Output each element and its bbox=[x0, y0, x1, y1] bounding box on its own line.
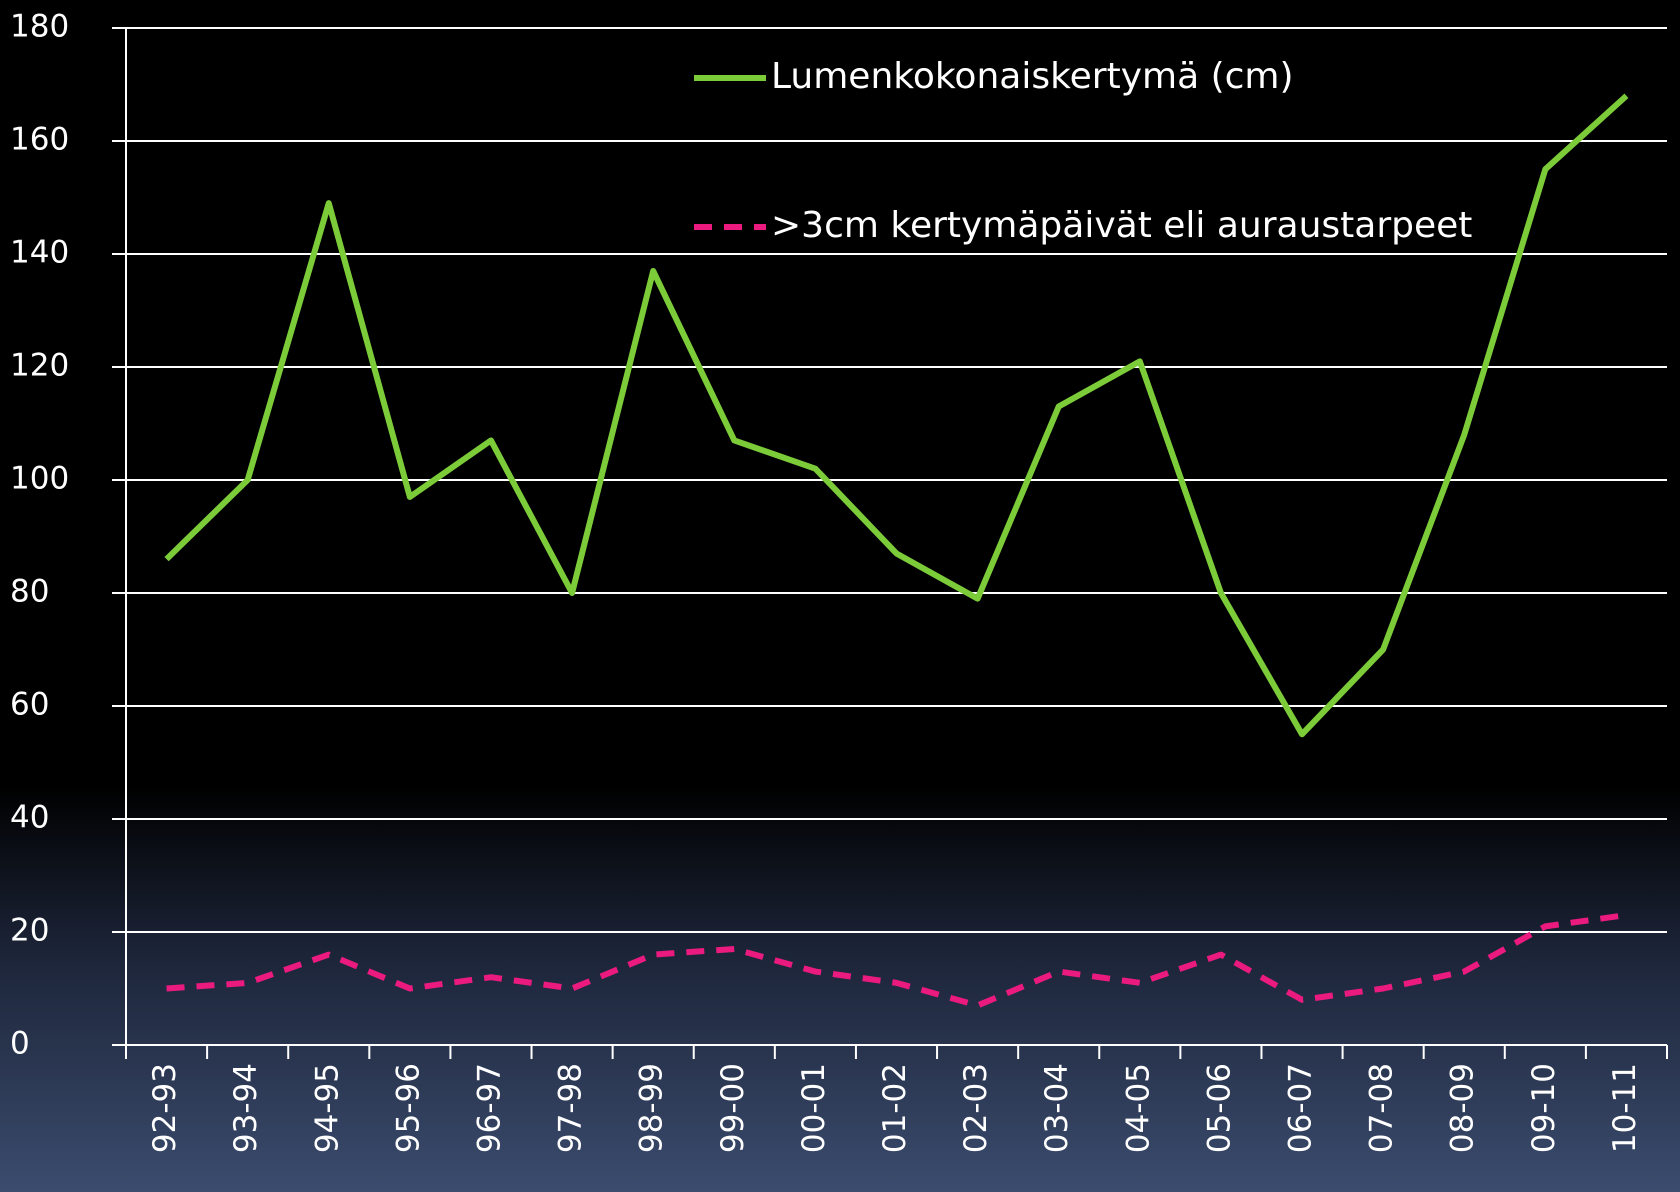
x-tick-label: 00-01 bbox=[796, 1063, 832, 1153]
x-tick-label: 93-94 bbox=[228, 1063, 264, 1153]
series-line bbox=[164, 93, 1629, 738]
x-tick-label: 04-05 bbox=[1120, 1063, 1156, 1153]
x-tick-label: 01-02 bbox=[877, 1063, 913, 1153]
x-tick-label: 08-09 bbox=[1445, 1063, 1481, 1153]
y-tick-label: 0 bbox=[10, 1026, 30, 1062]
x-tick-label: 06-07 bbox=[1283, 1063, 1319, 1153]
x-tick-label: 95-96 bbox=[390, 1063, 426, 1153]
legend-label: Lumenkokonaiskertymä (cm) bbox=[771, 56, 1294, 97]
x-tick-label: 02-03 bbox=[958, 1063, 994, 1153]
y-tick-label: 80 bbox=[10, 574, 49, 610]
y-tick-label: 100 bbox=[10, 461, 69, 497]
y-tick-label: 180 bbox=[10, 9, 69, 45]
x-tick-label: 09-10 bbox=[1526, 1063, 1562, 1153]
x-tick-label: 03-04 bbox=[1039, 1063, 1075, 1153]
y-tick-label: 60 bbox=[10, 687, 49, 723]
x-tick-label: 97-98 bbox=[553, 1063, 589, 1153]
x-tick-label: 05-06 bbox=[1201, 1063, 1237, 1153]
legend-label: >3cm kertymäpäivät eli auraustarpeet bbox=[771, 205, 1472, 246]
x-tick-label: 94-95 bbox=[309, 1063, 345, 1153]
x-tick-label: 92-93 bbox=[147, 1063, 183, 1153]
x-tick-label: 98-99 bbox=[634, 1063, 670, 1153]
x-tick-label: 99-00 bbox=[715, 1063, 751, 1153]
x-tick-label: 10-11 bbox=[1607, 1063, 1643, 1153]
x-tick-label: 96-97 bbox=[471, 1063, 507, 1153]
legend: Lumenkokonaiskertymä (cm) >3cm kertymäpäi… bbox=[694, 56, 1472, 246]
y-tick-label: 120 bbox=[10, 348, 69, 384]
y-tick-label: 140 bbox=[10, 235, 69, 271]
y-tick-label: 20 bbox=[10, 913, 49, 949]
y-tick-label: 160 bbox=[10, 122, 69, 158]
y-tick-label: 40 bbox=[10, 800, 49, 836]
x-tick-label: 07-08 bbox=[1364, 1063, 1400, 1153]
series-line bbox=[166, 912, 1627, 1009]
